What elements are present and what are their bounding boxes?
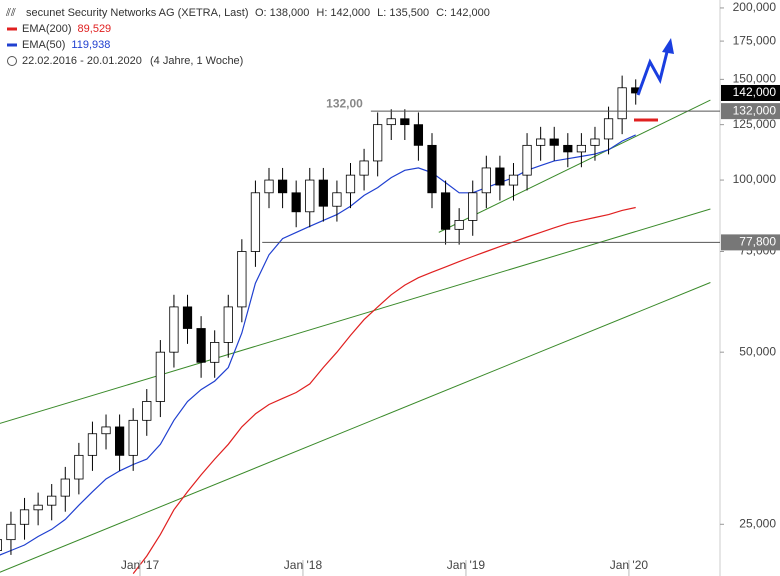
candle-body xyxy=(291,192,301,213)
candle-body xyxy=(522,144,532,176)
level-left-label: 132,00 xyxy=(326,96,363,110)
candle-body xyxy=(536,138,546,146)
candle-body xyxy=(87,433,98,456)
candle-body xyxy=(128,419,138,456)
header: ⫽⫽ secunet Security Networks AG (XETRA, … xyxy=(5,7,490,67)
y-tick-label: 100,000 xyxy=(733,172,777,186)
candle-body xyxy=(210,342,220,363)
price-box xyxy=(721,84,780,101)
price-box-label: 77,800 xyxy=(739,235,776,249)
candle-body xyxy=(142,401,152,421)
x-tick-label: Jan '20 xyxy=(610,558,649,572)
candle-body xyxy=(318,179,328,207)
candle-body xyxy=(603,118,614,140)
candle-body xyxy=(495,167,505,186)
candle-body xyxy=(468,192,478,221)
ohlc-key: H: xyxy=(316,7,327,19)
trend-line xyxy=(0,282,711,573)
y-tick-label: 150,000 xyxy=(733,72,777,86)
ohlc-key: L: xyxy=(377,7,386,19)
candle-body xyxy=(250,192,261,252)
legend-label: EMA(200) xyxy=(22,23,72,35)
candle-body xyxy=(590,138,600,146)
candle-body xyxy=(74,454,84,480)
candle-body xyxy=(359,160,369,176)
forecast-arrow xyxy=(636,47,670,96)
legend-label: EMA(50) xyxy=(22,39,65,51)
candle-body xyxy=(549,138,559,146)
candle-body xyxy=(19,509,30,525)
price-box xyxy=(721,103,780,120)
candle-body xyxy=(223,306,233,343)
x-tick-label: Jan '19 xyxy=(447,558,486,572)
candle-body xyxy=(427,144,437,194)
candle-body xyxy=(60,478,70,497)
candle-body xyxy=(182,306,193,329)
y-tick-label: 25,000 xyxy=(739,516,776,530)
candle-body xyxy=(305,179,315,213)
plot-area xyxy=(0,75,711,574)
price-box-label: 132,000 xyxy=(733,103,777,117)
ema-line xyxy=(132,206,636,574)
price-box xyxy=(721,234,780,251)
candle-body xyxy=(196,328,206,363)
candle-body xyxy=(508,174,519,186)
x-tick-label: Jan '18 xyxy=(284,558,323,572)
candle-body xyxy=(237,251,247,308)
legend-value: 119,938 xyxy=(71,39,110,51)
y-tick-label: 50,000 xyxy=(739,344,776,358)
ema-line xyxy=(0,134,636,556)
candle-body xyxy=(440,192,451,230)
price-box-label: 142,000 xyxy=(733,85,777,99)
candle-body xyxy=(386,118,396,126)
candle-body xyxy=(101,426,111,435)
candle-body xyxy=(617,87,627,120)
candle-body xyxy=(0,539,2,551)
candle-body xyxy=(114,426,125,456)
ohlc-key: C: xyxy=(436,7,447,19)
candle-body xyxy=(373,124,383,162)
candle-body xyxy=(413,124,424,146)
icon: ⫽⫽ xyxy=(5,7,16,19)
candle-body xyxy=(576,144,587,153)
candle-body xyxy=(563,144,573,153)
ohlc-value: 142,000 xyxy=(330,7,370,19)
ohlc-value: 138,000 xyxy=(270,7,310,19)
y-tick-label: 125,000 xyxy=(733,117,777,131)
candle-body xyxy=(277,179,288,194)
candle-body xyxy=(400,118,410,126)
trend-line xyxy=(438,99,711,233)
clock-icon xyxy=(7,56,17,66)
arrow-head xyxy=(662,38,674,54)
candle-body xyxy=(155,351,165,402)
duration: (4 Jahre, 1 Woche) xyxy=(150,55,243,67)
ohlc-key: O: xyxy=(255,7,267,19)
y-tick-label: 200,000 xyxy=(733,0,777,14)
x-tick-label: Jan '17 xyxy=(121,558,160,572)
candle-body xyxy=(481,167,491,194)
legend-value: 89,529 xyxy=(78,23,112,35)
ohlc-value: 142,000 xyxy=(450,7,490,19)
candle-body xyxy=(33,504,43,511)
candle-body xyxy=(454,220,464,230)
candle-body xyxy=(6,523,16,541)
candle-body xyxy=(264,179,274,194)
candle-body xyxy=(332,192,342,207)
candle-body xyxy=(169,306,179,353)
y-tick-label: 175,000 xyxy=(733,33,777,47)
ohlc-value: 135,500 xyxy=(389,7,429,19)
title: secunet Security Networks AG (XETRA, Las… xyxy=(26,7,249,19)
candle-body xyxy=(47,495,57,506)
candle-body xyxy=(345,174,356,194)
trend-line xyxy=(0,208,711,424)
date-range: 22.02.2016 - 20.01.2020 xyxy=(22,55,142,67)
